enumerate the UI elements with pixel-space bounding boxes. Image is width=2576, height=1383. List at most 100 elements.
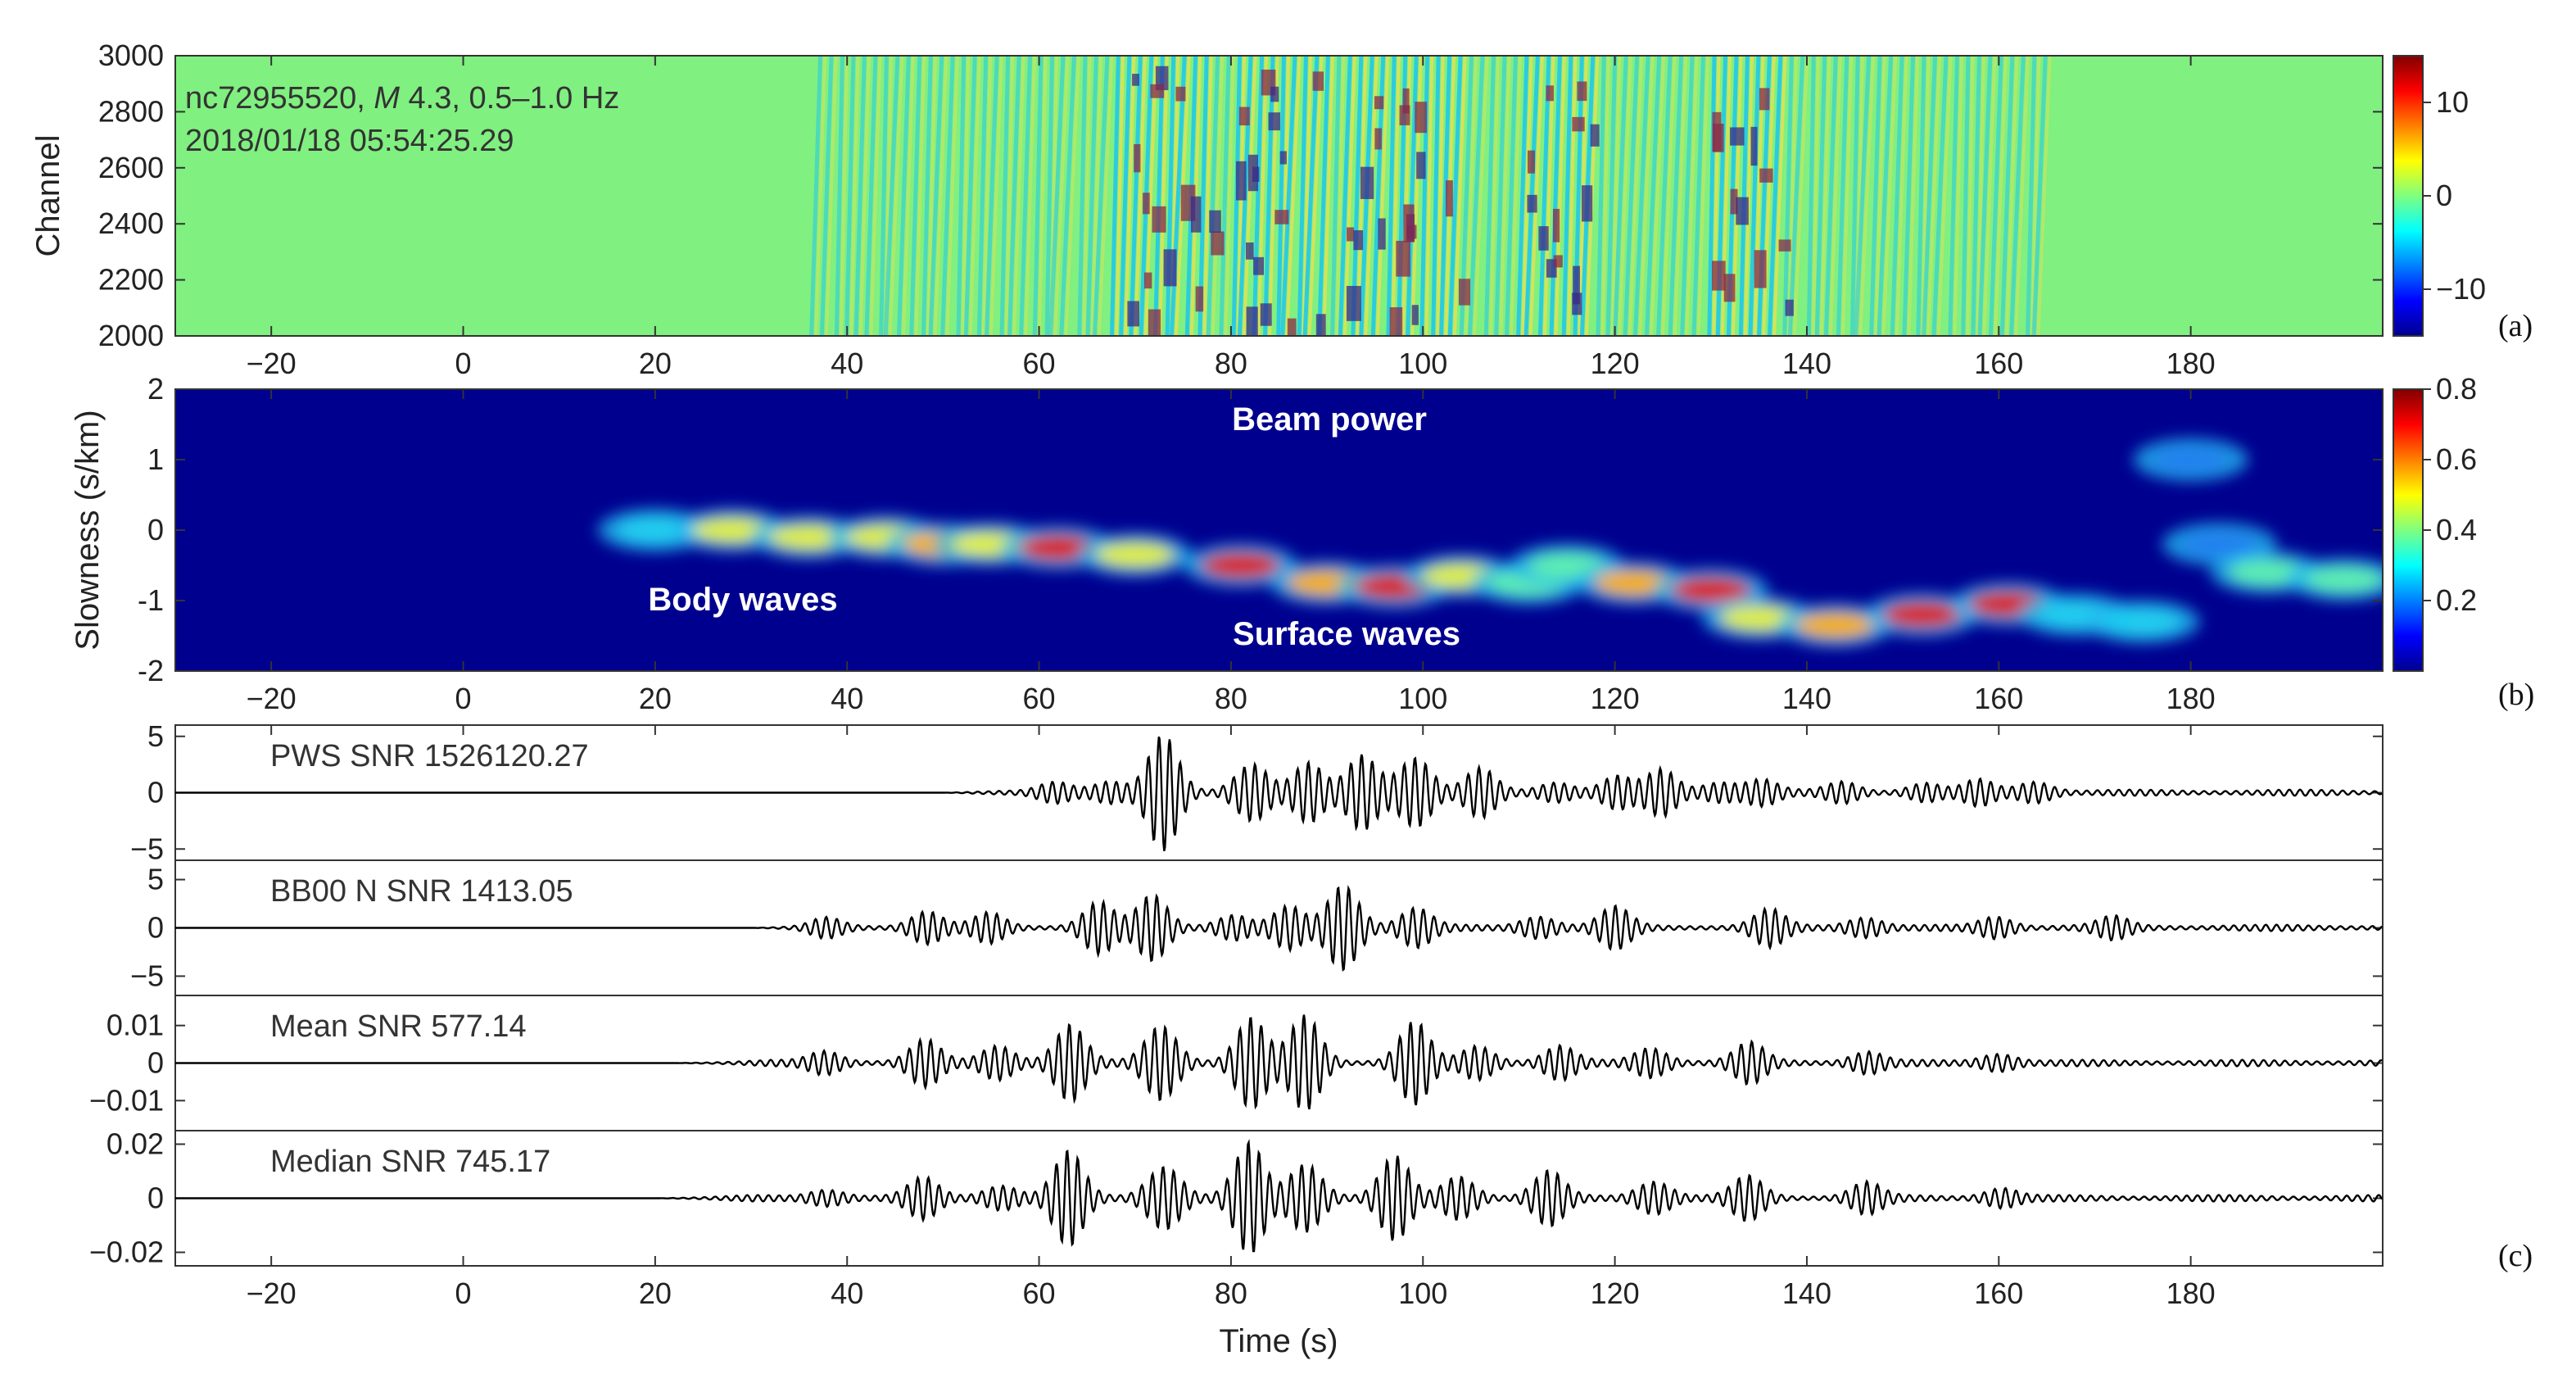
panel-label-c: (c): [2498, 1239, 2533, 1273]
y-tick-label: 5: [147, 863, 164, 896]
x-tick-label: −20: [247, 347, 297, 380]
wavefield-stripe-cyan: [834, 56, 845, 336]
seismogram-trace: [175, 885, 2383, 973]
wavefield-energy-patch: [1268, 112, 1281, 131]
panel-b-ylabel: Slowness (s/km): [70, 410, 106, 650]
wavefield-stripe-yellow: [1436, 56, 1445, 336]
wavefield-energy-patch: [1279, 151, 1287, 165]
wavefield-stripe-cyan: [1206, 56, 1220, 336]
wavefield-stripe-cyan: [1370, 56, 1386, 336]
wavefield-stripe-yellow: [901, 56, 915, 336]
y-tick-label: 2400: [98, 206, 164, 240]
panel-c: 5 0 −5 PWS SNR 1526120.27 5 0 −5 BB00 N SNR 141…: [89, 719, 2533, 1359]
panel-label-b: (b): [2498, 678, 2534, 712]
wavefield-energy-patch: [1211, 231, 1225, 256]
magnitude-symbol: M: [373, 81, 400, 116]
y-tick-label: 2000: [98, 319, 164, 352]
wavefield-energy-patch: [1458, 279, 1471, 306]
wavefield-stripe-yellow: [1819, 56, 1831, 336]
wavefield-stripe-yellow: [914, 56, 926, 336]
panel-b-colorbar: [2393, 388, 2424, 672]
wavefield-stripe-yellow: [1993, 56, 2008, 336]
wavefield-stripe-yellow: [1004, 56, 1015, 336]
wavefield-stripe-yellow: [888, 56, 904, 336]
wavefield-energy-patch: [1538, 226, 1549, 251]
wavefield-stripe-cyan: [1854, 56, 1872, 336]
event-id-text: nc72955520,: [185, 81, 373, 116]
wavefield-stripe-cyan: [1633, 56, 1650, 336]
wavefield-energy-patch: [1445, 180, 1453, 217]
wavefield-stripe-yellow: [1881, 56, 1898, 336]
y-tick-label: 1: [147, 442, 164, 476]
wavefield-energy-patch: [1374, 128, 1382, 150]
wavefield-stripe-yellow: [1124, 56, 1136, 336]
wavefield-stripe-yellow: [2036, 56, 2052, 336]
wavefield-energy-patch: [1552, 208, 1560, 243]
wavefield-energy-patch: [1403, 204, 1415, 243]
wavefield-energy-patch: [1152, 206, 1166, 233]
wavefield-stripe-yellow: [1874, 56, 1886, 336]
wavefield-stripe-cyan: [1806, 56, 1816, 336]
x-tick-label: 100: [1398, 682, 1447, 715]
x-tick-label: 20: [639, 1276, 672, 1310]
wavefield-stripe-cyan: [2009, 56, 2026, 336]
wavefield-stripe-cyan: [1276, 56, 1287, 336]
wavefield-stripe-yellow: [2014, 56, 2030, 336]
wavefield-stripe-cyan: [1537, 56, 1551, 336]
seismogram-trace: [175, 736, 2383, 851]
wavefield-stripe-yellow: [1064, 56, 1080, 336]
wavefield-stripe-cyan: [1109, 56, 1120, 336]
wavefield-stripe-cyan: [819, 56, 834, 336]
wavefield-stripe-yellow: [1424, 56, 1434, 336]
x-tick-label: 40: [831, 347, 863, 380]
beam-power-peak: [2305, 566, 2383, 593]
panel-b-colorbar-ticks: 0.8 0.6 0.4 0.2: [2423, 372, 2477, 617]
wavefield-stripe-cyan: [963, 56, 977, 336]
seismogram-trace: [175, 1139, 2384, 1253]
wavefield-stripe-cyan: [1988, 56, 2003, 336]
wavefield-energy-patch: [1347, 227, 1355, 242]
wavefield-energy-patch: [1346, 285, 1361, 321]
wavefield-stripe-cyan: [1219, 56, 1231, 336]
wavefield-energy-patch: [1127, 301, 1140, 327]
wavefield-energy-patch: [1736, 197, 1749, 225]
wavefield-energy-patch: [1148, 309, 1161, 336]
wavefield-energy-patch: [1573, 265, 1580, 305]
wavefield-stripe-cyan: [1092, 56, 1110, 336]
wavefield-stripe-cyan: [1439, 56, 1452, 336]
wavefield-stripe-yellow: [2004, 56, 2019, 336]
x-tick-label: 100: [1398, 347, 1447, 380]
x-tick-label: 120: [1591, 347, 1640, 380]
wavefield-stripe-yellow: [1976, 56, 1985, 336]
wavefield-stripe-yellow: [1542, 56, 1555, 336]
wavefield-stripe-cyan: [1836, 56, 1849, 336]
wavefield-energy-patch: [1730, 127, 1745, 146]
wavefield-stripe-cyan: [853, 56, 867, 336]
x-tick-label: 80: [1215, 682, 1247, 715]
colorbar-tick-label: 0.8: [2436, 372, 2477, 406]
wavefield-stripe-cyan: [928, 56, 944, 336]
wavefield-stripe-yellow: [1921, 56, 1931, 336]
wavefield-energy-patch: [1252, 166, 1260, 182]
seismogram-trace: [175, 1014, 2383, 1110]
panel-a-colorbar: [2393, 55, 2424, 337]
wavefield-energy-patch: [1754, 250, 1767, 288]
wavefield-stripe-cyan: [1748, 56, 1761, 336]
colorbar-tick-label: −10: [2436, 272, 2486, 306]
wavefield-stripe-yellow: [1488, 56, 1501, 336]
colorbar-tick-label: 0.6: [2436, 442, 2477, 476]
wavefield-stripe-cyan: [1351, 56, 1364, 336]
beam-power-peak: [2103, 608, 2183, 635]
y-tick-label: −0.02: [89, 1236, 164, 1269]
wavefield-energy-patch: [1572, 292, 1582, 315]
wavefield-stripe-cyan: [1623, 56, 1640, 336]
wavefield-stripe-yellow: [824, 56, 838, 336]
wavefield-stripe-cyan: [1782, 56, 1794, 336]
wavefield-stripe-cyan: [999, 56, 1011, 336]
wavefield-stripe-cyan: [809, 56, 823, 336]
wavefield-stripe-yellow: [1510, 56, 1522, 336]
wavefield-energy-patch: [1260, 303, 1272, 326]
wavefield-stripe-cyan: [896, 56, 911, 336]
wavefield-stripe-yellow: [1499, 56, 1511, 336]
wavefield-stripe-cyan: [1386, 56, 1397, 336]
